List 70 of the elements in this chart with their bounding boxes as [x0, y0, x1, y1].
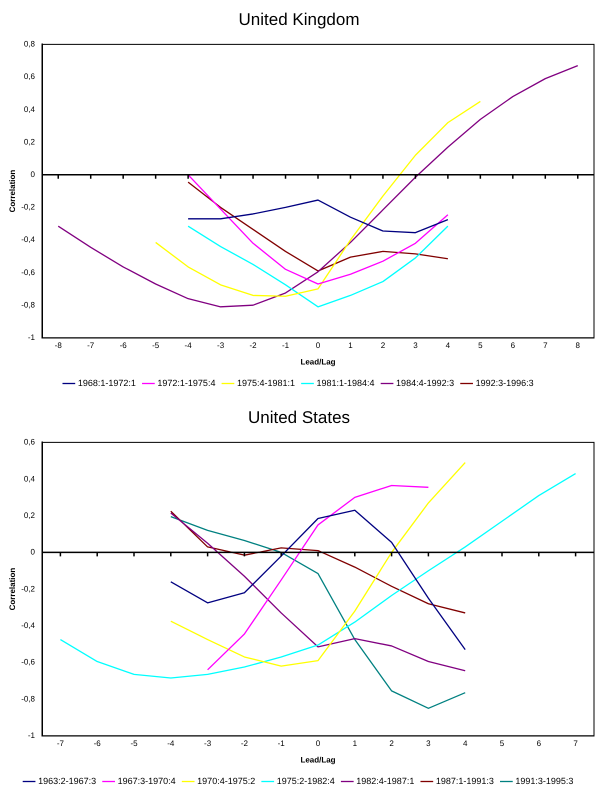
x-tick-label: 7: [543, 340, 548, 350]
legend-label: 1992:3-1996:3: [476, 378, 534, 388]
x-axis-title: Lead/Lag: [300, 755, 336, 764]
x-tick-label: 6: [510, 340, 516, 350]
y-tick-label: -0,6: [21, 658, 36, 667]
x-tick-label: 4: [462, 738, 468, 748]
x-tick-label: -5: [130, 738, 138, 748]
y-tick-label: 0,8: [24, 40, 36, 49]
legend-label: 1982:4-1987:1: [356, 776, 414, 786]
legend-label: 1970:4-1975:2: [197, 776, 256, 786]
y-axis-title: Correlation: [8, 568, 18, 610]
y-tick-label: 0,2: [24, 510, 36, 520]
x-tick-label: 4: [446, 340, 451, 350]
x-tick-label: -5: [152, 340, 160, 350]
x-tick-label: -4: [167, 738, 175, 748]
y-tick-label: -0,6: [21, 268, 36, 277]
legend-label: 1963:2-1967:3: [38, 776, 96, 786]
x-tick-label: -2: [240, 738, 248, 748]
chart-title: United Kingdom: [238, 10, 360, 29]
x-tick-label: -2: [249, 340, 258, 350]
y-tick-label: 0: [30, 548, 36, 557]
x-tick-label: 1: [348, 340, 354, 350]
y-tick-label: -0,2: [21, 584, 36, 594]
x-tick-label: -4: [184, 340, 192, 350]
legend-label: 1975:4-1981:1: [236, 378, 296, 388]
x-tick-label: 5: [478, 340, 484, 350]
x-tick-label: 2: [389, 738, 394, 748]
x-tick-label: -1: [282, 340, 290, 350]
x-tick-label: 1: [352, 738, 358, 748]
y-tick-label: -0,8: [21, 300, 36, 310]
x-tick-label: 8: [576, 340, 581, 350]
y-tick-label: 0: [30, 170, 36, 180]
legend-label: 1967:3-1970:4: [118, 776, 176, 786]
x-tick-label: -3: [217, 340, 225, 350]
y-axis-title: Correlation: [8, 170, 18, 212]
x-tick-label: 2: [380, 340, 386, 350]
x-tick-label: 6: [536, 738, 542, 748]
legend-label: 1981:1-1984:4: [316, 378, 375, 388]
chart-title: United States: [248, 408, 350, 427]
x-tick-label: -6: [94, 738, 102, 748]
x-tick-label: 3: [413, 340, 418, 350]
y-tick-label: -0,4: [21, 235, 36, 244]
y-tick-label: 0,4: [24, 474, 36, 484]
legend-label: 1987:1-1991:3: [436, 776, 494, 786]
y-tick-label: 0,4: [24, 104, 36, 114]
x-tick-label: 3: [426, 738, 432, 748]
y-tick-label: -0,4: [21, 620, 36, 630]
y-tick-label: -0,8: [21, 694, 36, 704]
y-tick-label: 0,6: [24, 438, 36, 447]
x-tick-label: 7: [573, 738, 578, 748]
x-tick-label: -7: [87, 340, 95, 350]
legend-label: 1984:4-1992:3: [396, 378, 454, 388]
x-tick-label: -3: [204, 738, 212, 748]
y-tick-label: 0,2: [24, 137, 36, 146]
y-tick-label: -1: [28, 333, 36, 342]
x-tick-label: -7: [56, 738, 64, 748]
legend-label: 1972:1-1975:4: [157, 378, 216, 388]
y-tick-label: -0,2: [21, 202, 36, 212]
legend-label: 1968:1-1972:1: [78, 378, 136, 388]
x-axis-title: Lead/Lag: [300, 357, 336, 366]
x-tick-label: -1: [278, 738, 286, 748]
x-tick-label: -6: [120, 340, 128, 350]
y-tick-label: 0,6: [24, 72, 36, 82]
y-tick-label: -1: [28, 731, 36, 740]
x-tick-label: -8: [54, 340, 62, 350]
x-tick-label: 0: [316, 340, 321, 350]
x-tick-label: 5: [500, 738, 505, 748]
legend-label: 1975:2-1982:4: [276, 776, 335, 786]
legend-label: 1991:3-1995:3: [515, 776, 574, 786]
x-tick-label: 0: [316, 738, 321, 748]
